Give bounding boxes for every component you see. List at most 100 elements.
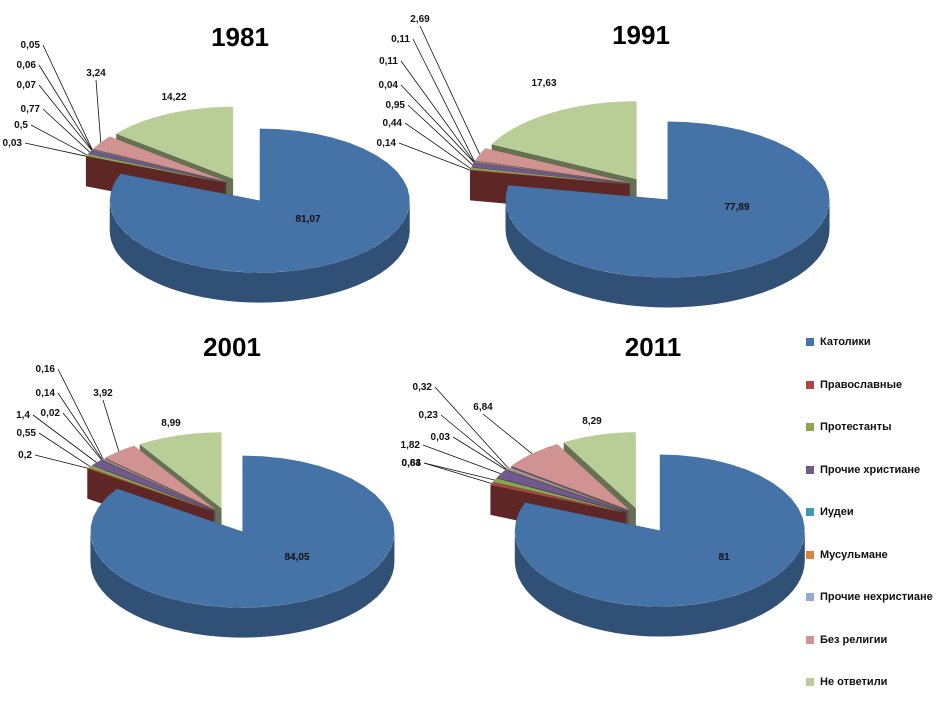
slice-top [475,148,631,184]
data-label: 1,4 [16,410,30,421]
legend-label: Не ответили [820,676,888,688]
slice-top [91,150,226,183]
legend-swatch [806,678,814,686]
slice-outer-wall [514,530,805,637]
legend-item: Православные [806,377,902,393]
slice-outer-wall [109,200,410,303]
legend-label: Прочие христиане [820,463,921,476]
legend-label: Православные [820,378,903,391]
data-label: 0,11 [379,56,398,67]
leader-line [24,142,87,157]
leader-line [30,124,88,156]
data-label: 0,84 [402,458,422,469]
data-label: 77,89 [724,202,749,213]
pie-chart-2001: 2001 84,05 8,99 3,92 0,16 0,14 0,02 1,4 0,55 0,2 [16,332,395,638]
slice-outer-wall [90,531,395,638]
legend-swatch [806,423,814,431]
chart-title: 1981 [211,22,269,52]
leader-line [32,414,97,463]
data-label: 0,95 [386,100,406,111]
legend-item: Протестанты [806,419,891,435]
pie-chart-1981: 1981 81,07 14,22 3,24 0,05 0,06 0,07 0,77 0,5 0,0… [3,22,410,303]
data-label: 0,23 [419,410,439,421]
leader-line [419,25,480,155]
slice-top [492,478,626,513]
leader-line [452,436,506,470]
slice-top [92,149,226,183]
slice-top [563,432,636,509]
leader-line [102,399,120,452]
slice-top [88,465,214,512]
data-label: 0,2 [18,450,32,461]
legend-swatch [806,465,814,474]
pie-slice-Католики [90,455,395,638]
slice-top [473,161,630,184]
slice-top [514,454,805,607]
slice-top [93,136,227,182]
legend-item: Прочие нехристиане [806,589,933,605]
leader-line [42,108,90,153]
data-label: 81,07 [295,214,320,225]
slice-top [101,459,215,511]
data-label: 0,11 [391,34,410,45]
leader-line [407,104,473,166]
slice-top [511,444,630,511]
data-label: 84,05 [284,552,309,563]
slice-top [491,101,637,180]
slice-top [91,149,226,183]
data-label: 0,32 [413,382,433,393]
data-label: 0,44 [383,118,403,129]
leader-line [38,432,91,467]
chart-title: 1991 [612,20,670,50]
data-label: 0,77 [21,104,41,115]
legend-swatch [806,508,814,516]
slice-top [102,458,215,511]
slice-top [92,459,214,511]
leader-line [38,64,93,151]
legend-item: Католики [806,334,871,350]
chart-title: 2011 [625,332,681,362]
slice-top [109,128,410,273]
slice-top [496,470,627,512]
slice-top [85,156,226,184]
slice-top [470,167,630,185]
leader-line [482,413,533,455]
data-label: 2,69 [410,14,430,25]
slice-top [139,432,222,509]
data-label: 0,55 [17,428,37,439]
leader-line [440,414,507,470]
data-label: 0,04 [379,80,399,91]
leader-line [400,84,475,163]
data-label: 0,03 [431,432,451,443]
data-label: 17,63 [531,78,556,89]
legend-label: Прочие нехристиане [820,591,933,603]
leader-line [57,392,103,460]
legend-item: Мусульмане [806,547,888,563]
legend-label: Без религии [820,633,888,646]
leader-line [42,44,93,150]
legend-item: Не ответили [806,674,887,690]
data-label: 0,06 [17,60,37,71]
leader-line [404,122,471,169]
slice-outer-wall [505,199,830,308]
slice-top [90,455,395,608]
data-label: 3,92 [93,388,113,399]
leader-line [422,444,501,475]
data-label: 0,02 [41,408,61,419]
leader-line [423,462,495,481]
data-label: 8,99 [161,418,181,429]
pie-slice-Католики [109,128,410,303]
legend-swatch [806,338,814,346]
data-label: 0,14 [377,138,397,149]
legend-item: Прочие христиане [806,462,920,478]
data-label: 1,82 [401,440,421,451]
slice-top [473,162,630,184]
legend-item: Без религии [806,632,887,648]
data-label: 0,07 [17,80,37,91]
data-label: 81 [718,552,730,563]
data-label: 0,03 [3,138,23,149]
legend-item: Иудеи [806,504,854,520]
slice-top [469,169,630,185]
leader-line [434,386,509,469]
slice-top [507,467,627,512]
